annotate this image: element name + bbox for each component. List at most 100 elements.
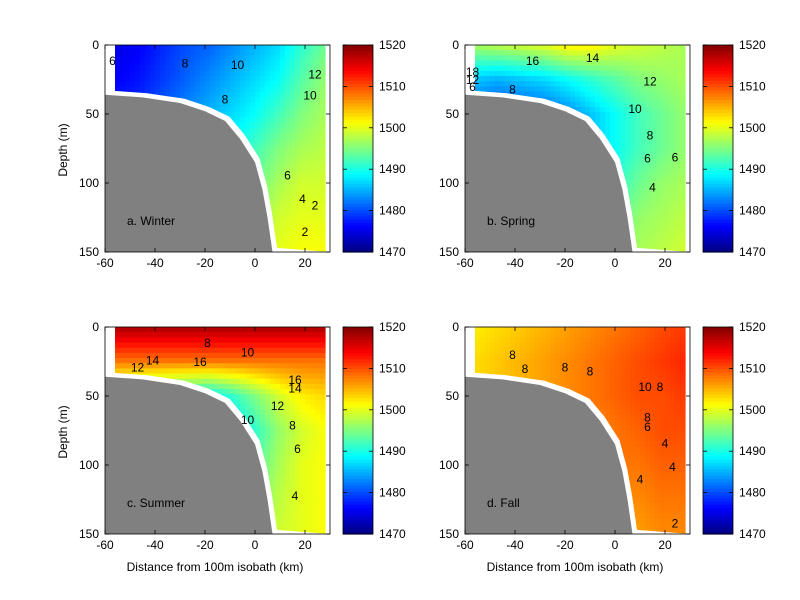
colorbar-tick-label: 1500: [739, 121, 766, 135]
contour-label: 8: [644, 410, 651, 424]
y-tick-label: 0: [452, 38, 459, 52]
contour-label: 8: [182, 56, 189, 70]
x-tick-label: 0: [252, 256, 259, 270]
y-tick-label: 100: [439, 458, 459, 472]
x-tick-label: 0: [612, 538, 619, 552]
bathymetry: [465, 376, 633, 534]
contour-label: 6: [109, 54, 116, 68]
contour-label: 8: [289, 419, 296, 433]
contour-label: 12: [643, 74, 657, 88]
contour-label: 4: [637, 472, 644, 486]
y-tick-label: 100: [79, 176, 99, 190]
plot-frame: [464, 44, 691, 253]
y-tick-label: 150: [439, 245, 459, 259]
contour-label: 10: [628, 102, 642, 116]
x-tick-label: -40: [146, 538, 164, 552]
contour-label: 8: [509, 83, 516, 97]
contour-label: 2: [672, 516, 679, 530]
y-tick-label: 100: [439, 176, 459, 190]
contour-label: 6: [294, 442, 301, 456]
colorbar-tick-label: 1510: [739, 79, 766, 93]
y-tick-label: 50: [446, 389, 460, 403]
x-tick-label: -60: [96, 256, 114, 270]
contour-label: 4: [299, 192, 306, 206]
colorbar-tick-label: 1480: [739, 204, 766, 218]
contour-label: 8: [204, 336, 211, 350]
colorbar-0: 1520 1510 1500 1490 1480 1470: [342, 38, 406, 259]
contour-label: 8: [522, 362, 529, 376]
contour-label: 4: [669, 460, 676, 474]
x-tick-label: -40: [506, 538, 524, 552]
colorbar-tick-label: 1480: [739, 486, 766, 500]
colorbar-tick-label: 1480: [379, 486, 406, 500]
contour-label: 6: [284, 168, 291, 182]
contour-label: 8: [657, 380, 664, 394]
contour-label: 12: [271, 399, 285, 413]
bathymetry: [105, 94, 273, 252]
colorbar-tick-label: 1490: [379, 444, 406, 458]
colorbar-1: 1520 1510 1500 1490 1480 1470: [702, 38, 766, 259]
contour-label: 12: [466, 73, 480, 87]
colorbar-tick-label: 1480: [379, 204, 406, 218]
colorbar-tick-label: 1510: [379, 79, 406, 93]
contour-label: 12: [131, 361, 145, 375]
colorbar-tick-label: 1520: [379, 38, 406, 52]
x-tick-label: 20: [298, 256, 312, 270]
colorbar-tick-label: 1490: [379, 162, 406, 176]
y-tick-label: 150: [79, 245, 99, 259]
contour-label: 8: [222, 92, 229, 106]
contour-label: 8: [647, 128, 654, 142]
y-tick-label: 150: [439, 527, 459, 541]
plot-frame: [464, 326, 691, 535]
colorbar-tick-label: 1470: [739, 245, 766, 259]
contour-label: 4: [662, 436, 669, 450]
ylabel-top: Depth (m): [56, 123, 70, 176]
colorbar-tick-label: 1510: [739, 361, 766, 375]
contour-label: 16: [526, 54, 540, 68]
colorbar-tick-label: 1510: [379, 361, 406, 375]
contour-label: 8: [587, 365, 594, 379]
contour-label: 6: [469, 80, 476, 94]
colorbar-tick-label: 1470: [379, 527, 406, 541]
y-tick-label: 0: [92, 320, 99, 334]
contour-label: 4: [292, 489, 299, 503]
contour-label: 8: [562, 361, 569, 375]
contour-label: 10: [231, 58, 245, 72]
contour-label: 14: [146, 354, 160, 368]
contour-label: 6: [644, 420, 651, 434]
colorbar-2: 1520 1510 1500 1490 1480 1470: [342, 320, 406, 541]
colorbar-tick-label: 1500: [739, 403, 766, 417]
colorbar-tick-label: 1500: [379, 403, 406, 417]
colorbar-tick-label: 1520: [739, 320, 766, 334]
bathymetry: [465, 94, 633, 252]
y-tick-label: 50: [86, 389, 100, 403]
xlabel-left: Distance from 100m isobath (km): [127, 560, 304, 574]
contour-label: 8: [509, 348, 516, 362]
contour-label: 16: [193, 355, 207, 369]
contour-label: 10: [638, 380, 652, 394]
x-tick-label: 20: [298, 538, 312, 552]
contour-label: 10: [303, 88, 317, 102]
x-tick-label: -20: [196, 256, 214, 270]
x-tick-label: 0: [612, 256, 619, 270]
x-tick-label: -60: [456, 538, 474, 552]
y-tick-label: 0: [92, 38, 99, 52]
y-tick-label: 0: [452, 320, 459, 334]
x-tick-label: -60: [456, 256, 474, 270]
panel-label: a. Winter: [127, 214, 175, 228]
panel-label: c. Summer: [127, 496, 185, 510]
colorbar-tick-label: 1500: [379, 121, 406, 135]
colorbar-tick-label: 1490: [739, 444, 766, 458]
contour-label: 6: [672, 150, 679, 164]
y-tick-label: 100: [79, 458, 99, 472]
contour-label: 16: [288, 373, 302, 387]
y-tick-label: 150: [79, 527, 99, 541]
contour-label: 14: [586, 51, 600, 65]
plot-frame: [104, 326, 331, 535]
colorbar-tick-label: 1470: [379, 245, 406, 259]
x-tick-label: 20: [658, 256, 672, 270]
panel-label: b. Spring: [487, 214, 535, 228]
